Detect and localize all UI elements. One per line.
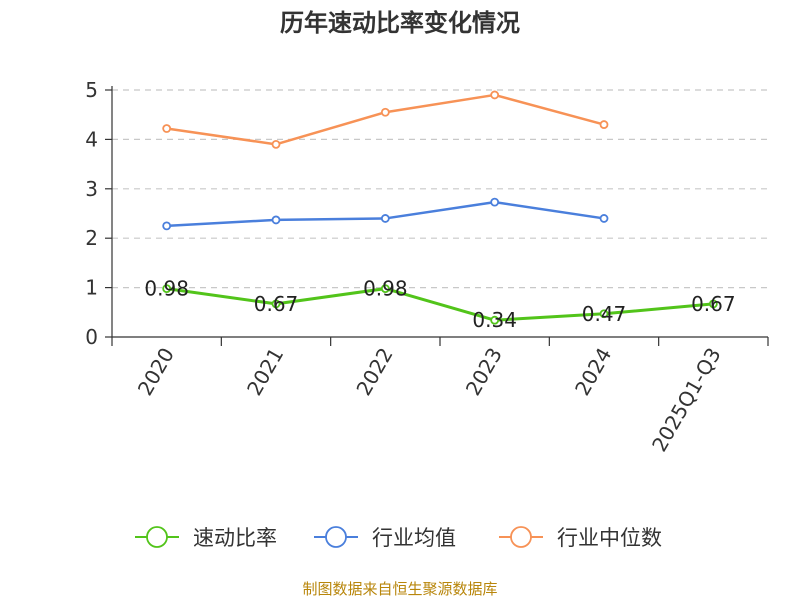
x-tick-label: 2023: [461, 343, 507, 399]
series-3-point: [162, 124, 172, 133]
y-tick-label: 0: [85, 325, 98, 349]
y-tick-label: 1: [85, 276, 98, 300]
series-2-point: [162, 221, 172, 231]
series-1-point: [490, 315, 500, 325]
series-3-point: [380, 107, 390, 117]
chart-title: 历年速动比率变化情况: [280, 9, 520, 37]
legend-swatch-marker: [146, 526, 168, 548]
y-tick-label: 4: [85, 127, 98, 151]
series-1-point: [162, 284, 172, 293]
series-1-point: [599, 309, 609, 319]
y-tick-label: 5: [85, 78, 98, 102]
data-label: 0.67: [254, 292, 299, 316]
series-1-line: [166, 287, 714, 322]
data-label: 0.34: [472, 308, 517, 332]
legend-item[interactable]: 行业均值: [314, 526, 456, 550]
data-label: 0.67: [691, 292, 736, 316]
data-label: 0.98: [363, 277, 408, 301]
legend-label: 速动比率: [193, 526, 277, 550]
y-tick-label: 2: [85, 226, 98, 250]
legend-swatch-marker: [510, 526, 532, 548]
x-tick-label: 2021: [242, 344, 288, 400]
legend-label: 行业均值: [372, 526, 456, 550]
series-3-point: [490, 90, 500, 100]
series-2-point: [271, 215, 281, 225]
series-1-point: [271, 299, 281, 309]
data-label: 0.98: [144, 277, 189, 301]
legend[interactable]: 速动比率 行业均值 行业中位数: [135, 526, 662, 550]
data-label: 0.47: [582, 302, 627, 326]
series-1-point: [708, 299, 718, 309]
legend-item[interactable]: 行业中位数: [499, 526, 662, 550]
x-tick-label: 2020: [133, 344, 179, 400]
series-1-point: [380, 284, 390, 293]
series-3-point: [599, 120, 609, 129]
series-lines: [162, 90, 718, 325]
axes: 0 1 2 3 4 5 2020 2021 2022 2023 2024 2025Q1-Q3: [85, 78, 769, 456]
series-2-point: [380, 214, 390, 223]
legend-label: 行业中位数: [557, 526, 662, 550]
series-3-point: [271, 139, 281, 149]
series-3-line: [166, 93, 605, 146]
legend-swatch-marker: [325, 526, 347, 548]
legend-item[interactable]: 速动比率: [135, 526, 277, 550]
source-note: 制图数据来自恒生聚源数据库: [302, 580, 498, 598]
series-2-point: [490, 197, 500, 207]
series-2-point: [599, 214, 609, 223]
x-tick-label: 2022: [351, 344, 397, 400]
y-tick-label: 3: [85, 177, 98, 201]
x-tick-label: 2024: [570, 344, 616, 400]
grid-lines: [112, 89, 768, 289]
data-labels: 0.98 0.67 0.98 0.34 0.47 0.67: [144, 277, 735, 333]
x-tick-label: 2025Q1-Q3: [647, 344, 726, 456]
